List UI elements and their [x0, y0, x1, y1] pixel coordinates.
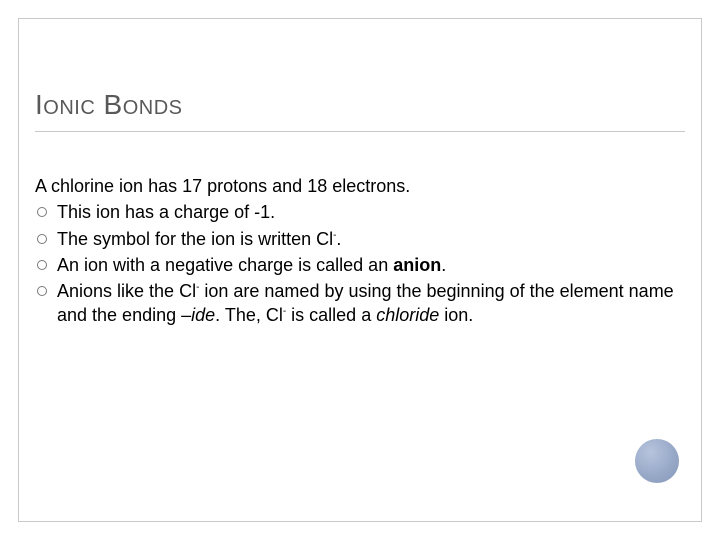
- list-item: This ion has a charge of -1.: [35, 200, 685, 224]
- list-item: Anions like the Cl- ion are named by usi…: [35, 279, 685, 328]
- slide-content: Ionic Bonds A chlorine ion has 17 proton…: [35, 89, 685, 330]
- bullet-list: This ion has a charge of -1. The symbol …: [35, 200, 685, 327]
- intro-text: A chlorine ion has 17 protons and 18 ele…: [35, 174, 685, 198]
- list-item: An ion with a negative charge is called …: [35, 253, 685, 277]
- decor-circle-icon: [635, 439, 679, 483]
- list-item: The symbol for the ion is written Cl-.: [35, 227, 685, 251]
- slide-title: Ionic Bonds: [35, 89, 685, 132]
- slide-frame: Ionic Bonds A chlorine ion has 17 proton…: [18, 18, 702, 522]
